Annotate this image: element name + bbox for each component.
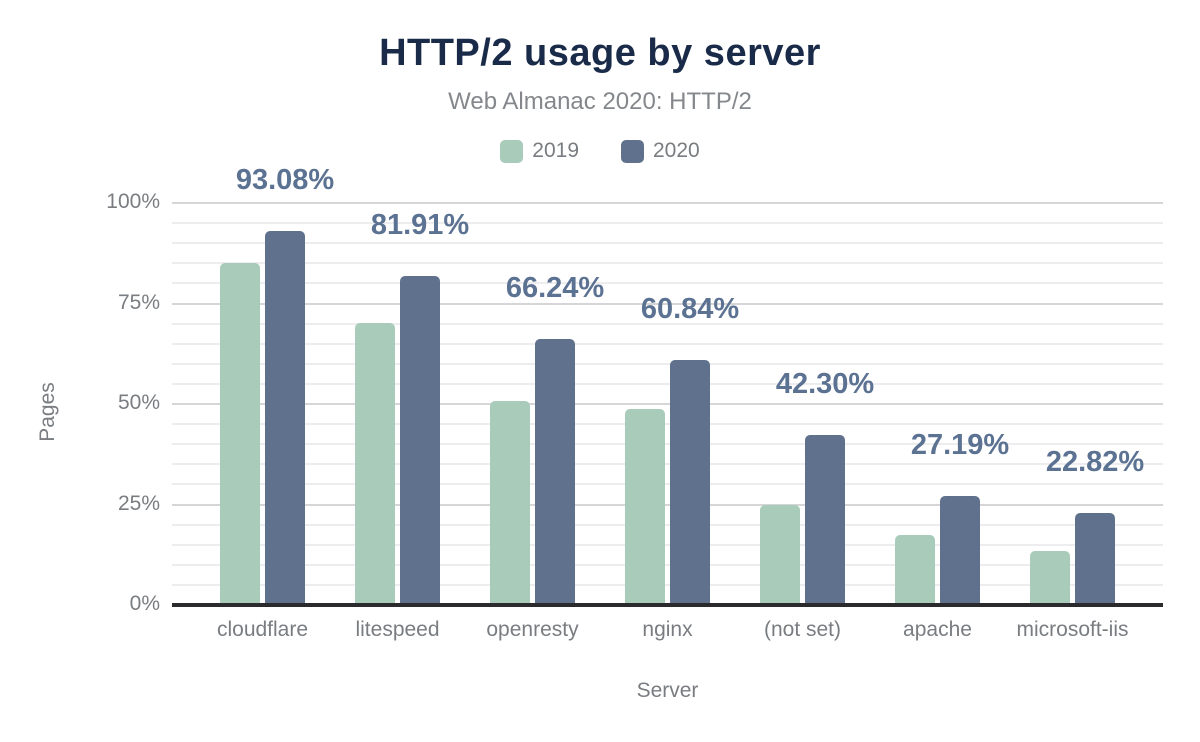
bar-group-apache: 27.19% bbox=[895, 203, 1009, 605]
gridline-minor bbox=[172, 443, 1163, 446]
gridline-major bbox=[172, 302, 1163, 305]
gridline-minor bbox=[172, 262, 1163, 265]
legend-label-2019: 2019 bbox=[532, 139, 579, 162]
x-tick-label: (not set) bbox=[763, 618, 842, 641]
bar-2020-apache bbox=[940, 495, 980, 605]
plot-area: 93.08% 81.91% 66.24% 60.84% 42.30% 27.19% 22.8… bbox=[172, 164, 1163, 607]
x-tick-label: apache bbox=[903, 618, 972, 641]
bar-2019-cloudflare bbox=[220, 262, 260, 605]
x-tick-label: litespeed bbox=[355, 618, 440, 641]
data-label-2020-litespeed: 81.91% bbox=[370, 208, 470, 241]
x-axis-line bbox=[172, 603, 1163, 607]
bar-group-litespeed: 81.91% bbox=[355, 203, 469, 605]
x-tick-label: microsoft-iis bbox=[1016, 618, 1129, 641]
bar-2020--not-set- bbox=[805, 434, 845, 605]
gridline-minor bbox=[172, 362, 1163, 365]
gridline-minor bbox=[172, 322, 1163, 325]
gridline-major bbox=[172, 503, 1163, 506]
data-label-2020-nginx: 60.84% bbox=[640, 293, 740, 326]
gridline-minor bbox=[172, 583, 1163, 586]
bar-2020-cloudflare bbox=[265, 230, 305, 605]
x-tick-label: cloudflare bbox=[216, 618, 309, 641]
bar-2019-litespeed bbox=[355, 323, 395, 605]
x-tick-label: nginx bbox=[642, 618, 693, 641]
x-axis-title: Server bbox=[636, 679, 699, 702]
gridline-minor bbox=[172, 483, 1163, 486]
y-axis-title: Pages bbox=[36, 382, 59, 442]
data-label-2020-microsoft-iis: 22.82% bbox=[1045, 446, 1145, 479]
legend: 2019 2020 bbox=[0, 139, 1200, 163]
bar-group-nginx: 60.84% bbox=[625, 203, 739, 605]
gridline-minor bbox=[172, 423, 1163, 426]
data-label-2020-apache: 27.19% bbox=[910, 428, 1010, 461]
gridline-minor bbox=[172, 222, 1163, 225]
y-tick-label: 25% bbox=[117, 491, 160, 515]
legend-swatch-2019 bbox=[500, 139, 524, 163]
bar-group-openresty: 66.24% bbox=[490, 203, 604, 605]
bar-2019-apache bbox=[895, 535, 935, 605]
data-label-2020-cloudflare: 93.08% bbox=[235, 163, 335, 196]
legend-item-2019: 2019 bbox=[500, 139, 579, 163]
bar-group-microsoft-iis: 22.82% bbox=[1030, 203, 1144, 605]
legend-item-2020: 2020 bbox=[621, 139, 700, 163]
bar-2020-openresty bbox=[535, 338, 575, 605]
bar-group-cloudflare: 93.08% bbox=[220, 164, 334, 605]
bar-2020-microsoft-iis bbox=[1075, 513, 1115, 605]
bar-2019-microsoft-iis bbox=[1030, 551, 1070, 605]
chart-title: HTTP/2 usage by server bbox=[379, 32, 821, 74]
legend-label-2020: 2020 bbox=[653, 139, 700, 162]
x-tick-label: openresty bbox=[486, 618, 579, 641]
data-label-2020--not-set-: 42.30% bbox=[775, 367, 875, 400]
y-tick-label: 75% bbox=[117, 290, 160, 314]
bar-2019-openresty bbox=[490, 401, 530, 605]
data-label-2020-openresty: 66.24% bbox=[505, 271, 605, 304]
gridline-minor bbox=[172, 382, 1163, 385]
gridline-major bbox=[172, 403, 1163, 405]
gridline-minor bbox=[172, 563, 1163, 566]
gridline-minor bbox=[172, 543, 1163, 546]
gridline-minor bbox=[172, 242, 1163, 245]
y-tick-label: 100% bbox=[106, 190, 160, 213]
bar-group--not-set-: 42.30% bbox=[760, 203, 874, 605]
bar-2019--not-set- bbox=[760, 504, 800, 605]
bar-2020-litespeed bbox=[400, 275, 440, 605]
gridline-major bbox=[172, 202, 1163, 205]
bar-2019-nginx bbox=[625, 408, 665, 605]
y-tick-label: 0% bbox=[129, 592, 160, 615]
y-tick-label: 50% bbox=[117, 391, 160, 414]
gridline-minor bbox=[172, 342, 1163, 345]
gridline-minor bbox=[172, 282, 1163, 285]
gridline-minor bbox=[172, 463, 1163, 466]
chart-subtitle: Web Almanac 2020: HTTP/2 bbox=[448, 88, 752, 115]
bar-2020-nginx bbox=[670, 360, 710, 605]
gridline-minor bbox=[172, 523, 1163, 526]
legend-swatch-2020 bbox=[621, 139, 644, 163]
